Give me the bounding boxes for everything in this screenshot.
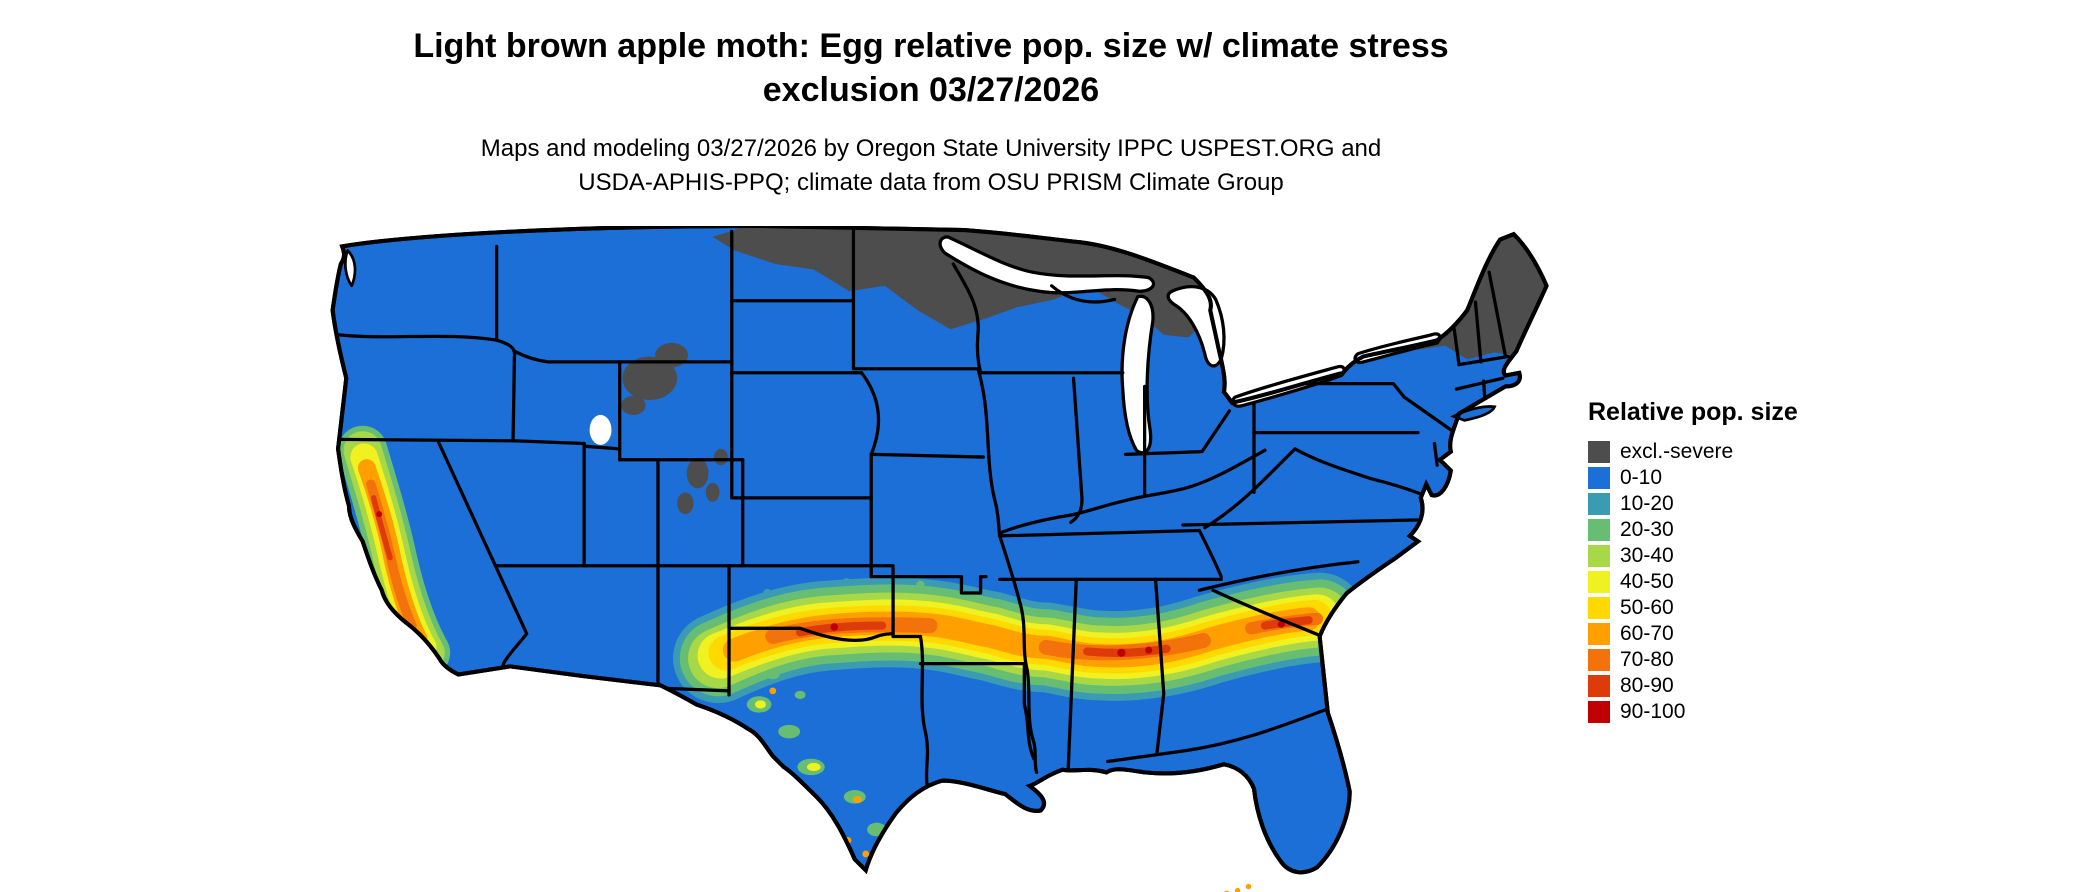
legend-item: 70-80	[1588, 647, 1798, 673]
legend-label: 90-100	[1620, 700, 1686, 723]
legend-item: 10-20	[1588, 491, 1798, 517]
page-title-line1: Light brown apple moth: Egg relative pop…	[413, 27, 1449, 65]
puget-sound	[343, 249, 357, 288]
page-subtitle-line1: Maps and modeling 03/27/2026 by Oregon S…	[480, 135, 1382, 162]
legend-label: 0-10	[1620, 466, 1663, 489]
legend-item: 30-40	[1588, 543, 1798, 569]
us-map	[308, 226, 1552, 892]
legend-swatch	[1588, 571, 1610, 593]
legend-swatch	[1588, 701, 1610, 723]
legend-swatch	[1588, 623, 1610, 645]
legend-swatch	[1588, 467, 1610, 489]
legend-items: excl.-severe 0-10 10-20 20-30 30-40 40-50 50-6…	[1588, 439, 1798, 725]
legend-label: 70-80	[1620, 648, 1674, 671]
legend-swatch	[1588, 493, 1610, 515]
legend-item: excl.-severe	[1588, 439, 1798, 465]
legend-label: 10-20	[1620, 492, 1674, 515]
legend-swatch	[1588, 597, 1610, 619]
legend-item: 20-30	[1588, 517, 1798, 543]
legend-item: 80-90	[1588, 673, 1798, 699]
great-salt-lake	[589, 414, 612, 445]
legend-item: 50-60	[1588, 595, 1798, 621]
legend-item: 0-10	[1588, 465, 1798, 491]
heat-band-south	[672, 572, 1365, 704]
legend-label: 30-40	[1620, 544, 1674, 567]
legend-swatch	[1588, 441, 1610, 463]
legend-swatch	[1588, 519, 1610, 541]
legend-title: Relative pop. size	[1588, 398, 1798, 426]
page-subtitle: Maps and modeling 03/27/2026 by Oregon S…	[413, 132, 1448, 200]
legend: Relative pop. size excl.-severe 0-10 10-20…	[1588, 398, 1798, 725]
page-title-line2: exclusion 03/27/2026	[762, 71, 1100, 109]
legend-swatch	[1588, 545, 1610, 567]
legend-swatch	[1588, 649, 1610, 671]
page-subtitle-line2: USDA-APHIS-PPQ; climate data from OSU PR…	[578, 169, 1284, 196]
us-map-svg	[308, 226, 1552, 892]
legend-label: 50-60	[1620, 596, 1674, 619]
state-borders	[336, 226, 1510, 788]
legend-label: 60-70	[1620, 622, 1674, 645]
legend-label: 40-50	[1620, 570, 1674, 593]
legend-label: excl.-severe	[1620, 440, 1734, 463]
lake-superior	[938, 235, 1156, 295]
legend-label: 20-30	[1620, 518, 1674, 541]
legend-swatch	[1588, 675, 1610, 697]
legend-label: 80-90	[1620, 674, 1674, 697]
legend-item: 60-70	[1588, 621, 1798, 647]
excluded-region-north	[712, 226, 1216, 338]
legend-item: 90-100	[1588, 699, 1798, 725]
figure-header: Light brown apple moth: Egg relative pop…	[413, 24, 1448, 200]
florida-keys-dots	[1224, 883, 1252, 892]
legend-item: 40-50	[1588, 569, 1798, 595]
